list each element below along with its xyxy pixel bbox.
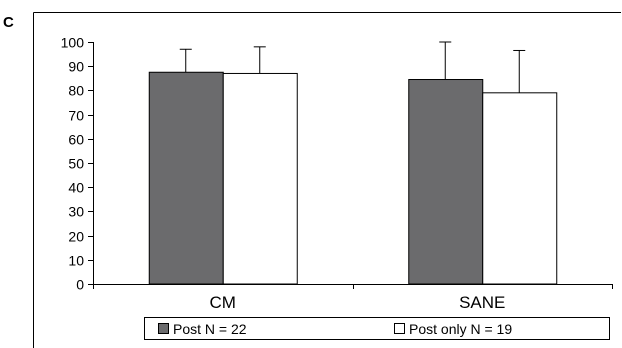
bar	[222, 72, 298, 285]
x-category-label: SANE	[459, 293, 505, 312]
y-tick-label: 100	[61, 35, 85, 51]
legend-label-post-only: Post only N = 19	[409, 321, 512, 337]
plot-area: 0 10 20 30 40 50 60 70 80 90 100 CM SANE	[61, 35, 613, 312]
y-tick-label: 10	[68, 253, 84, 269]
bar	[408, 79, 484, 285]
y-tick-label: 30	[68, 204, 84, 220]
legend-swatch-post	[158, 323, 169, 334]
bar	[148, 71, 224, 285]
x-category-label: CM	[210, 293, 236, 312]
y-tick-label: 60	[68, 132, 84, 148]
legend-label-post: Post N = 22	[173, 321, 247, 337]
y-tick-label: 80	[68, 83, 84, 99]
legend-swatch-post-only	[394, 323, 405, 334]
y-tick-label: 90	[68, 59, 84, 75]
bar	[482, 92, 558, 285]
y-tick-label: 70	[68, 108, 84, 124]
panel-label: C	[3, 14, 14, 31]
y-tick-label: 50	[68, 156, 84, 172]
legend-box	[144, 317, 610, 340]
legend: Post N = 22 Post only N = 19	[144, 317, 610, 340]
y-tick-label: 20	[68, 229, 84, 245]
y-tick-label: 0	[76, 277, 84, 293]
y-tick-label: 40	[68, 180, 84, 196]
